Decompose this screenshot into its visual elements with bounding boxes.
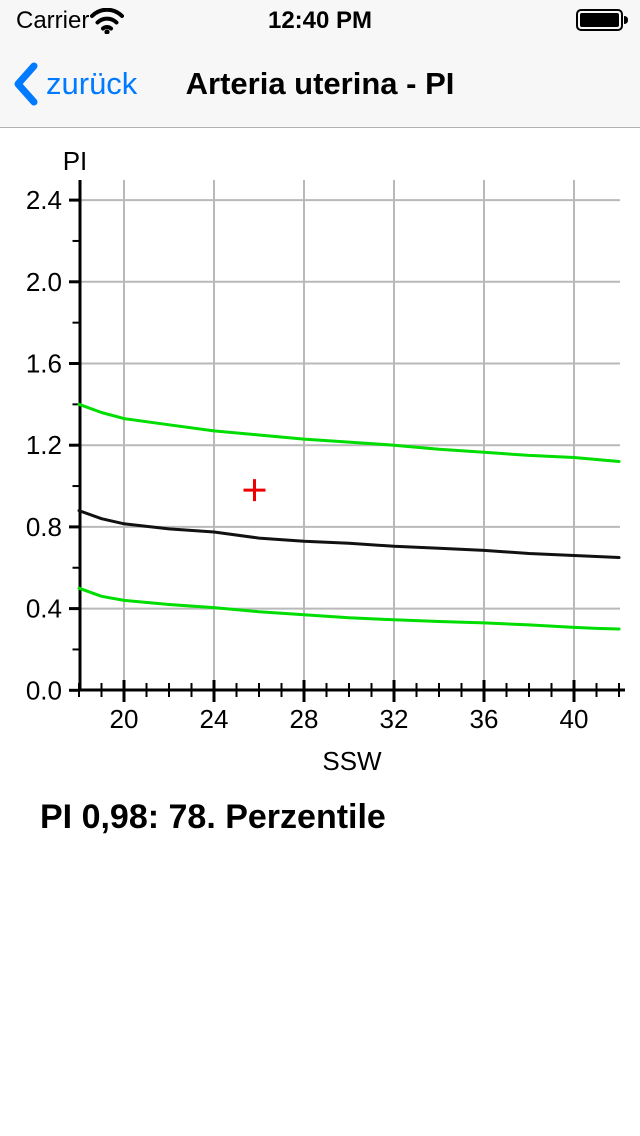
time-label: 12:40 PM xyxy=(267,7,373,34)
page-title: Arteria uterina - PI xyxy=(185,66,455,101)
x-tick-label: 28 xyxy=(290,704,319,734)
status-bar: Carrier 12:40 PM xyxy=(0,0,640,40)
curve-upper-percentile xyxy=(77,402,621,463)
nav-bar: zurück Arteria uterina - PI xyxy=(0,40,640,128)
back-button[interactable]: zurück xyxy=(12,62,137,106)
curve-median xyxy=(77,509,621,559)
x-tick-label: 24 xyxy=(200,704,229,734)
x-tick-label: 32 xyxy=(380,704,409,734)
x-tick-label: 40 xyxy=(560,704,589,734)
y-tick-label: 1.6 xyxy=(26,349,62,379)
y-tick-label: 2.4 xyxy=(26,185,62,215)
y-tick-label: 0.8 xyxy=(26,512,62,542)
carrier-label: Carrier xyxy=(16,7,90,34)
x-tick-label: 36 xyxy=(470,704,499,734)
x-axis-title: SSW xyxy=(322,746,382,776)
y-axis-title: PI xyxy=(63,146,88,176)
back-chevron-icon xyxy=(14,62,38,106)
battery-icon xyxy=(576,9,628,31)
y-tick-label: 0.4 xyxy=(26,594,62,624)
measurement-result-text: PI 0,98: 78. Perzentile xyxy=(40,798,386,836)
y-tick-label: 2.0 xyxy=(26,267,62,297)
x-tick-label: 20 xyxy=(110,704,139,734)
wifi-icon xyxy=(90,8,124,34)
back-button-label: zurück xyxy=(46,66,138,101)
y-tick-label: 0.0 xyxy=(26,675,62,705)
y-tick-label: 1.2 xyxy=(26,430,62,460)
curve-lower-percentile xyxy=(77,586,621,631)
